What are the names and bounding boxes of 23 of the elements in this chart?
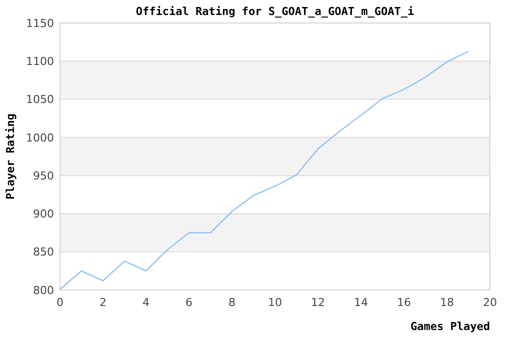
x-axis-title: Games Played (410, 320, 490, 333)
x-tick-label: 10 (268, 296, 282, 309)
y-tick-label: 850 (33, 246, 54, 259)
x-tick-label: 4 (142, 296, 150, 309)
x-tick-label: 18 (440, 296, 454, 309)
x-tick-label: 6 (186, 296, 192, 309)
x-tick-label: 16 (397, 296, 411, 309)
line-series (59, 50, 470, 290)
x-tick-label: 14 (354, 296, 368, 309)
y-axis-title: Player Rating (4, 113, 17, 200)
y-tick-label: 1050 (26, 93, 54, 106)
x-tick-label: 8 (228, 296, 236, 309)
y-tick-label: 900 (33, 208, 54, 221)
y-tick-label: 950 (33, 169, 54, 182)
y-tick-label: 1000 (26, 131, 54, 144)
y-tick-label: 800 (33, 284, 54, 297)
y-tick-label: 1100 (26, 54, 54, 68)
x-tick-label: 12 (311, 296, 325, 309)
x-tick-label: 0 (56, 296, 64, 309)
x-tick-label: 2 (100, 296, 106, 309)
chart-title: Official Rating for S_GOAT_a_GOAT_m_GOAT_i (136, 5, 414, 18)
x-tick-label: 20 (483, 296, 497, 309)
y-tick-label: 1150 (26, 16, 54, 30)
